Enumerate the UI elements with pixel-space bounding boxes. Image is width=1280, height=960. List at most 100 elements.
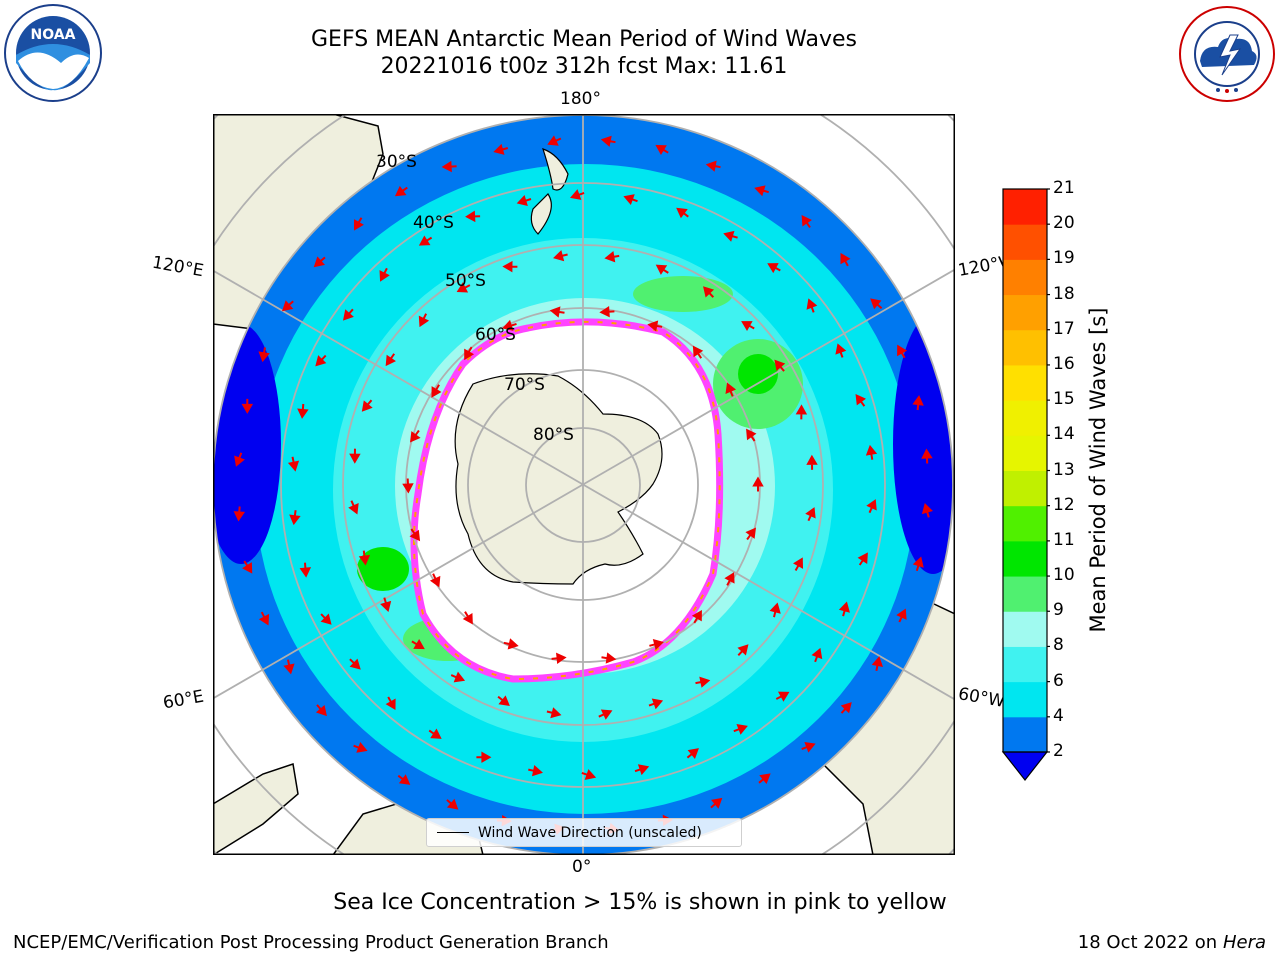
colorbar-segment: [1003, 576, 1047, 612]
wind-wave-arrow: [692, 345, 704, 359]
green-patch-ne: [633, 276, 733, 312]
colorbar-tick-label: 10: [1053, 565, 1075, 586]
wind-wave-arrow: [857, 552, 868, 566]
chart-title: GEFS MEAN Antarctic Mean Period of Wind …: [311, 27, 857, 52]
wind-wave-arrow: [546, 707, 562, 719]
wind-wave-arrow: [385, 696, 396, 711]
wind-wave-arrow: [840, 702, 852, 714]
chart-subtitle-run: 20221016 t00z 312h fcst Max: 11.61: [380, 54, 788, 79]
wind-wave-arrow: [855, 393, 866, 407]
wind-wave-arrow: [397, 774, 411, 785]
wind-wave-arrow: [402, 478, 414, 494]
wind-wave-arrow: [921, 502, 933, 518]
wind-wave-arrow: [464, 346, 475, 361]
wind-wave-arrow: [361, 399, 373, 412]
new-zealand-south: [530, 193, 552, 235]
colorbar-tick-label: 8: [1053, 635, 1064, 656]
wind-wave-arrow: [409, 429, 421, 443]
wind-wave-arrow: [528, 765, 543, 777]
wind-wave-arrow: [724, 572, 735, 586]
wind-wave-arrow: [380, 597, 392, 613]
deep-patch-east: [893, 314, 953, 574]
wind-wave-arrow: [737, 644, 749, 656]
antarctica-land: [454, 373, 663, 585]
wind-wave-arrow: [921, 448, 933, 464]
lat-label-40s: 40°S: [413, 213, 454, 233]
wind-wave-arrow: [348, 500, 359, 515]
colorbar-tick-label: 16: [1053, 353, 1075, 374]
colorbar-segment: [1003, 646, 1047, 683]
wind-wave-arrow: [287, 456, 300, 472]
wind-wave-arrow: [655, 264, 669, 275]
wind-wave-arrow: [801, 215, 812, 228]
wind-wave-arrow: [497, 695, 510, 706]
wind-wave-arrow: [516, 194, 532, 206]
wind-wave-arrow: [446, 798, 459, 810]
colorbar-segment: [1003, 189, 1047, 225]
wind-wave-arrow: [896, 608, 907, 623]
wind-wave-arrow: [570, 189, 585, 200]
wind-wave-arrow: [745, 527, 757, 541]
wind-wave-arrow: [409, 528, 421, 542]
lon-label-120e: 120°E: [150, 252, 206, 282]
wind-wave-arrow: [774, 359, 786, 372]
wind-wave-arrow: [676, 207, 689, 219]
colorbar-segment: [1003, 224, 1047, 260]
wind-wave-arrow: [349, 658, 361, 670]
wind-wave-arrow: [241, 398, 254, 414]
wind-wave-arrow: [647, 320, 663, 332]
colorbar-tick-label: 4: [1053, 705, 1064, 726]
wind-wave-arrow: [320, 613, 332, 625]
colorbar-tick-label: 14: [1053, 424, 1075, 445]
colorbar-tick-label: 21: [1053, 178, 1075, 198]
wind-wave-arrow: [649, 638, 664, 651]
wind-wave-arrow: [805, 507, 816, 522]
wind-wave-arrow: [754, 185, 769, 197]
wind-wave-arrow: [806, 454, 818, 470]
wind-wave-arrow: [871, 656, 884, 671]
wind-wave-arrow: [695, 676, 711, 688]
lat-label-30s: 30°S: [376, 152, 417, 172]
wind-wave-arrow: [775, 691, 790, 702]
colorbar-tick-label: 17: [1053, 318, 1075, 339]
colorbar-tick-label: 20: [1053, 213, 1075, 234]
wind-wave-arrow: [634, 764, 650, 776]
colorbar-segment: [1003, 505, 1047, 542]
wind-wave-arrow: [793, 557, 804, 571]
colorbar-segment: [1003, 294, 1047, 331]
lon-label-180: 180°: [560, 89, 601, 109]
lon-label-60e: 60°E: [161, 686, 206, 714]
new-zealand-north: [542, 148, 569, 191]
wind-wave-arrow: [648, 698, 664, 710]
lon-label-0: 0°: [572, 857, 592, 877]
wind-wave-arrow: [549, 306, 565, 318]
colorbar-segment: [1003, 400, 1047, 436]
green-patch-west: [357, 547, 409, 591]
wind-wave-arrow: [431, 384, 442, 398]
wind-wave-arrow: [838, 601, 850, 617]
colorbar-tick-label: 18: [1053, 283, 1075, 304]
colorbar-tick-label: 19: [1053, 248, 1075, 269]
nws-logo: [1178, 5, 1276, 103]
wind-wave-arrow: [353, 742, 368, 753]
wind-wave-arrow: [866, 499, 877, 514]
wind-wave-arrow: [811, 647, 823, 663]
colorbar-ticks: [1047, 188, 1050, 753]
wind-wave-arrow: [741, 321, 755, 331]
colorbar-segment: [1003, 716, 1047, 753]
wind-wave-arrow: [493, 143, 509, 155]
wind-wave-arrow: [686, 748, 699, 759]
lat-label-70s: 70°S: [504, 375, 545, 395]
wind-wave-arrow: [358, 550, 371, 566]
colorbar-segment: [1003, 364, 1047, 401]
wind-wave-arrow: [258, 611, 270, 626]
wind-wave-arrow: [600, 135, 616, 147]
wind-wave-arrow: [418, 235, 433, 246]
wind-wave-arrow: [297, 403, 309, 419]
wind-wave-arrow: [801, 741, 816, 753]
wind-wave-arrow: [313, 256, 326, 268]
wind-wave-arrow: [502, 319, 517, 331]
colorbar-segment: [1003, 259, 1047, 296]
wind-wave-arrow: [551, 652, 567, 664]
wind-wave-arrow: [354, 217, 364, 231]
